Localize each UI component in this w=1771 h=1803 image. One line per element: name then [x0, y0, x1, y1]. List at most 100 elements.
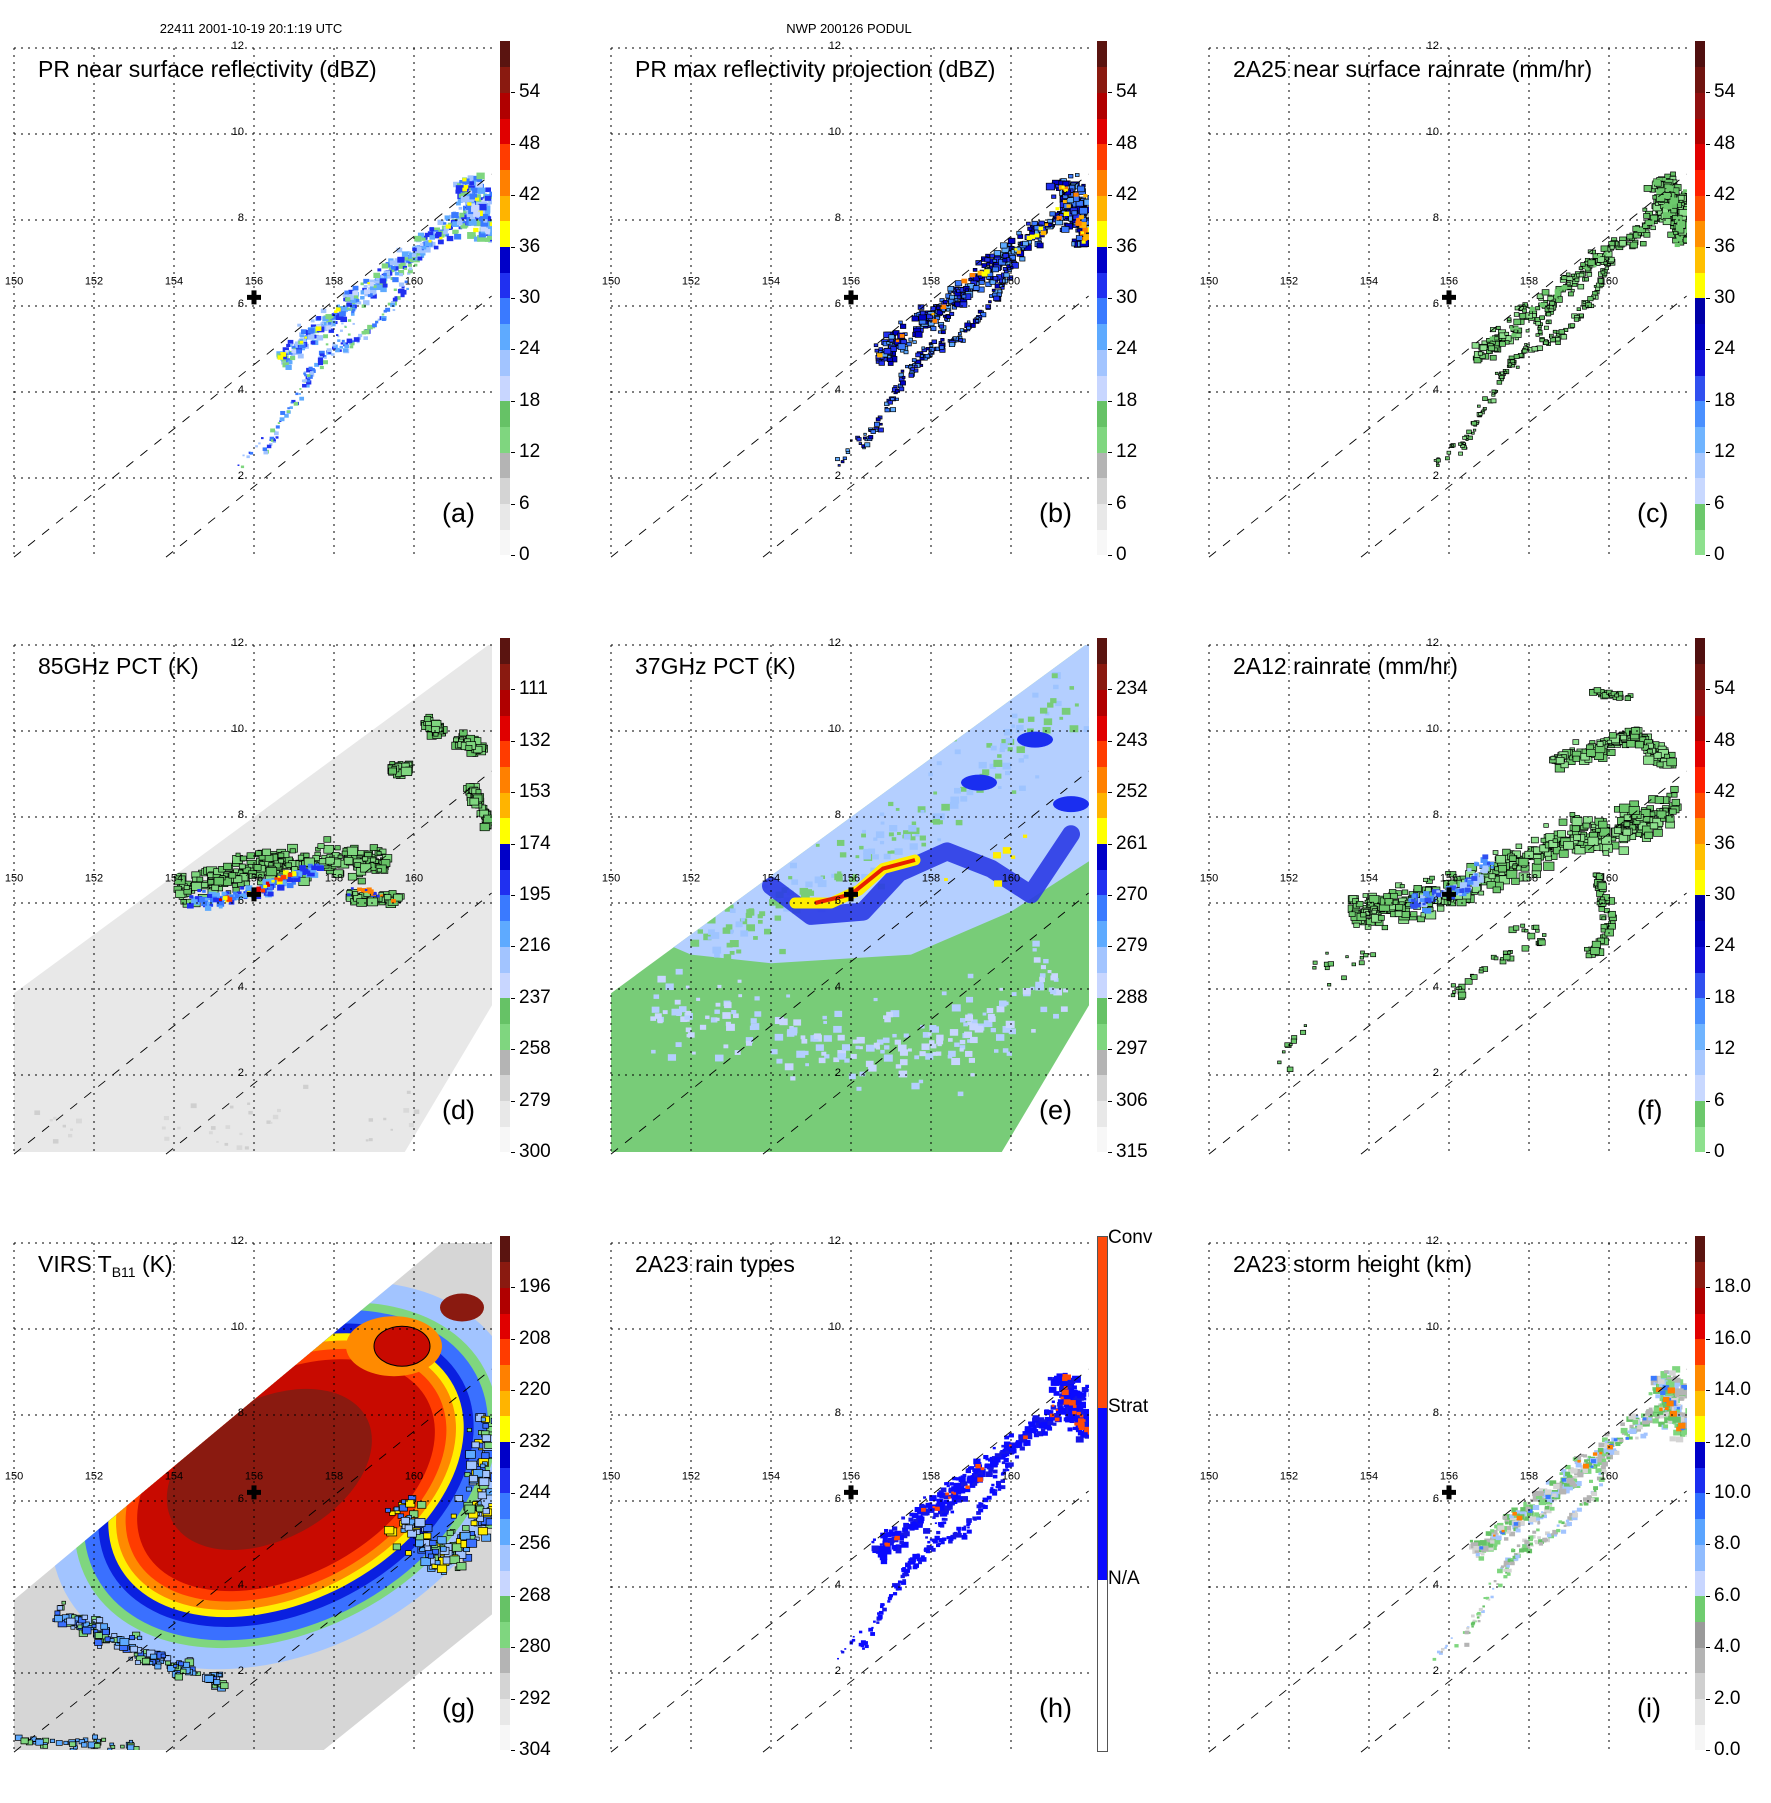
data-cell [451, 212, 458, 218]
data-cell [879, 348, 883, 351]
colorbar-label: 288 [1116, 987, 1148, 1009]
data-cell [859, 443, 862, 445]
data-cell [987, 1008, 993, 1013]
data-cell [1089, 213, 1094, 217]
data-cell [929, 348, 934, 352]
data-cell [1556, 757, 1564, 763]
data-cell [412, 248, 416, 252]
data-cell [366, 1139, 369, 1141]
data-cell [1593, 265, 1596, 267]
data-cell [1544, 326, 1548, 329]
data-cell [473, 228, 478, 232]
data-cell [736, 921, 743, 927]
data-cell [716, 1018, 720, 1021]
data-cell [1542, 934, 1546, 937]
data-cell [951, 1058, 960, 1065]
data-cell [1601, 897, 1605, 900]
data-cell [1467, 868, 1471, 871]
data-cell [1000, 243, 1007, 248]
lon-tick-label: 160 [1002, 276, 1020, 288]
panel-tag: (c) [1637, 498, 1668, 529]
data-cell [1072, 211, 1077, 215]
data-cell [1664, 193, 1671, 198]
data-cell [256, 887, 261, 891]
colorbar-segment [1695, 272, 1705, 298]
data-cell [278, 355, 284, 359]
data-cell [805, 1063, 809, 1066]
data-cell [730, 940, 739, 947]
data-cell [877, 353, 882, 357]
data-cell [950, 295, 955, 299]
data-cell [326, 857, 334, 864]
data-cell [1683, 237, 1690, 243]
data-cell [135, 1660, 140, 1664]
data-cell [979, 280, 984, 284]
data-cell [1586, 303, 1592, 308]
data-cell [1052, 195, 1056, 198]
data-cell [1609, 733, 1616, 739]
colorbar-label: 30 [1714, 884, 1735, 906]
data-cell [1385, 899, 1393, 905]
colorbar-tick [1706, 555, 1710, 556]
data-cell [1474, 873, 1477, 876]
data-cell [1511, 333, 1516, 337]
data-cell [891, 850, 895, 853]
data-cell [1411, 903, 1418, 908]
colorbar-tick [511, 144, 515, 145]
colorbar-segment [500, 92, 510, 118]
data-cell [348, 333, 351, 335]
data-cell [247, 1103, 250, 1105]
data-cell [880, 1050, 884, 1054]
data-cell [239, 864, 245, 869]
lat-tick-label: 10 [232, 723, 244, 735]
data-cell [874, 422, 879, 426]
data-cell [804, 889, 812, 895]
data-cell [1477, 405, 1480, 407]
data-cell [969, 1023, 978, 1030]
colorbar-segment [1695, 638, 1705, 664]
data-cell [947, 309, 950, 311]
data-cell [325, 314, 331, 319]
data-cell [1564, 841, 1574, 849]
data-cell [931, 1026, 939, 1032]
data-cell [1557, 831, 1565, 837]
data-cell [788, 876, 792, 879]
data-cell [922, 347, 925, 349]
data-cell [375, 321, 378, 324]
data-cell [1480, 967, 1483, 970]
data-cell [658, 1019, 663, 1023]
data-cell [1511, 360, 1515, 363]
data-cell [920, 311, 925, 315]
data-cell [968, 974, 974, 978]
data-cell [872, 854, 878, 859]
data-cell [230, 1106, 234, 1109]
data-cell [453, 738, 458, 742]
data-cell [895, 1040, 901, 1045]
data-cell [218, 1673, 222, 1676]
data-cell [1663, 218, 1671, 224]
data-cell [404, 268, 407, 270]
data-cell [889, 832, 894, 836]
data-cell [443, 231, 448, 235]
data-cell [1017, 746, 1025, 753]
data-cell [950, 1029, 958, 1036]
lat-tick-label: 2 [1433, 470, 1439, 482]
data-cell [233, 884, 238, 888]
colorbar-segment [1097, 144, 1107, 170]
colorbar-tick [511, 92, 515, 93]
data-cell [696, 998, 700, 1001]
data-cell [779, 949, 786, 954]
data-cell [733, 1013, 739, 1018]
lon-tick-label: 156 [245, 276, 263, 288]
data-cell [1030, 235, 1035, 239]
colorbar-label: 18 [1714, 987, 1735, 1009]
data-cell [1342, 976, 1347, 980]
data-cell [368, 898, 378, 906]
data-cell [969, 278, 972, 281]
colorbar-segment [1097, 844, 1107, 870]
colorbar-tick [1108, 247, 1112, 248]
data-field [238, 173, 507, 469]
data-cell [837, 871, 841, 874]
colorbar-label: 42 [1116, 184, 1137, 206]
data-cell [1657, 762, 1663, 767]
